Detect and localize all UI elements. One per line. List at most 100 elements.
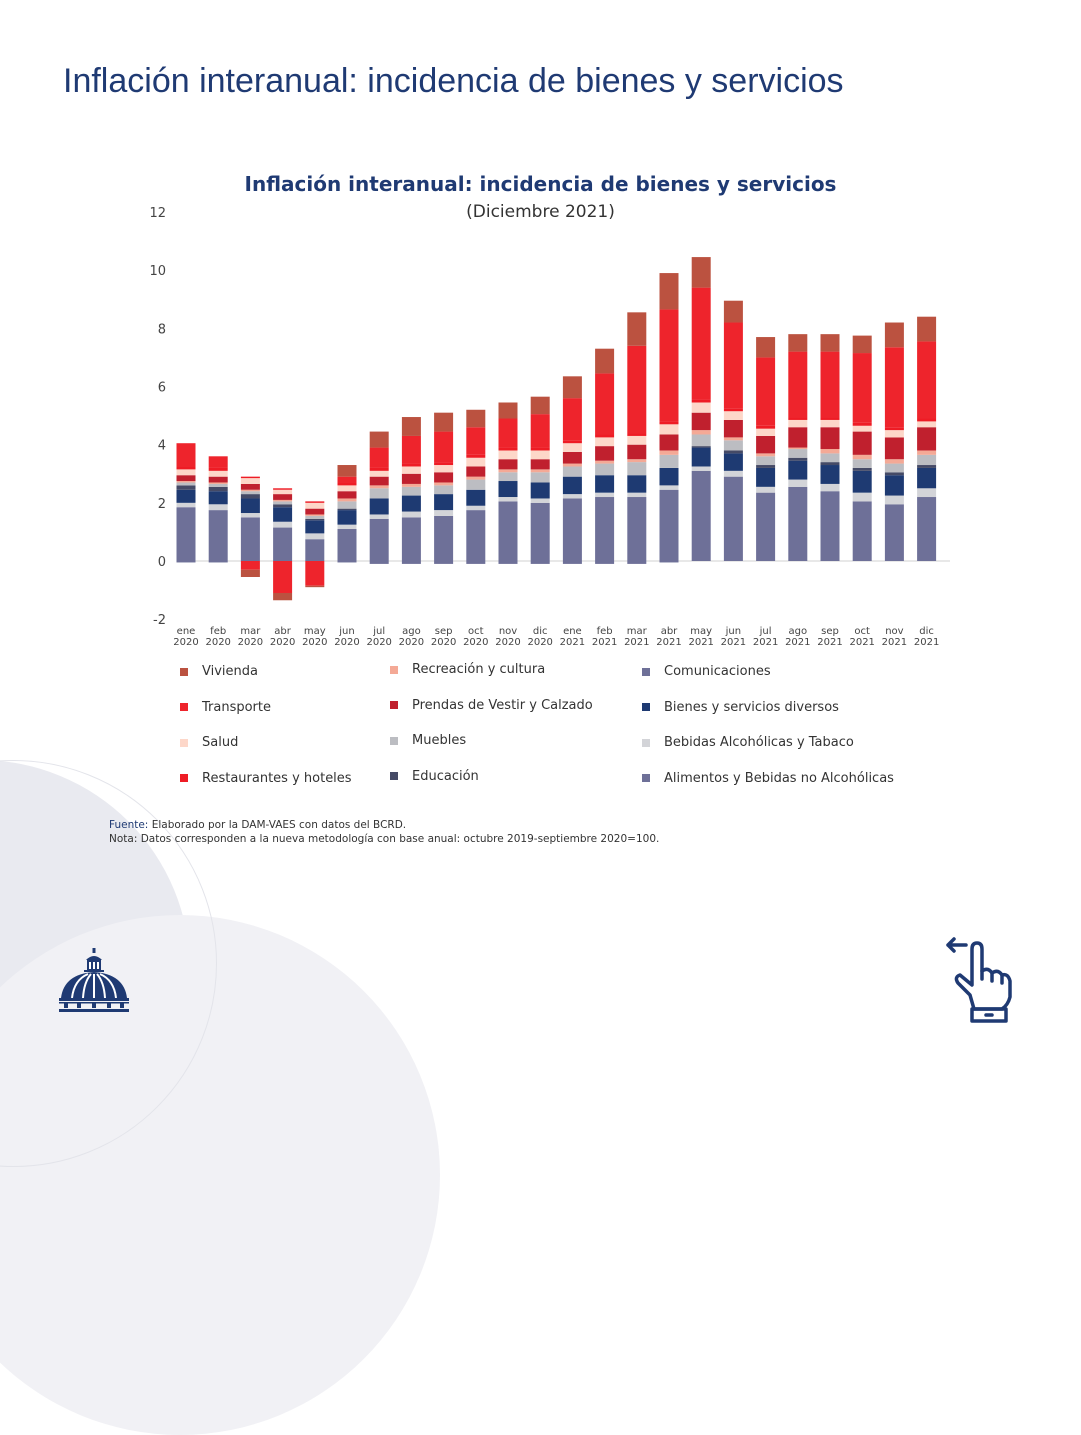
- bar-segment: [595, 460, 615, 464]
- bar-stack-sep-2020: [434, 412, 454, 564]
- y-tick-label: 2: [158, 497, 166, 512]
- bar-segment: [498, 418, 518, 448]
- bar-segment: [240, 498, 260, 514]
- bar-segment: [562, 398, 582, 441]
- bar-segment: [723, 437, 743, 441]
- bar-segment: [884, 430, 904, 438]
- bar-segment: [305, 539, 325, 561]
- bar-stack-ago-2021: [788, 334, 808, 561]
- x-tick-year: 2021: [914, 637, 939, 648]
- source-label: Fuente:: [109, 819, 149, 831]
- bar-segment: [659, 273, 679, 310]
- x-tick-month: ago: [789, 626, 808, 637]
- bar-segment: [884, 427, 904, 431]
- legend-swatch: [642, 703, 650, 711]
- bar-segment: [884, 437, 904, 460]
- bar-segment: [691, 447, 711, 467]
- swipe-left-hand-icon[interactable]: [942, 935, 1017, 1029]
- bar-segment: [369, 431, 389, 448]
- bar-segment: [208, 483, 228, 487]
- bar-segment: [691, 470, 711, 561]
- bar-segment: [659, 485, 679, 490]
- bar-segment: [820, 491, 840, 561]
- y-tick-label: 4: [158, 439, 166, 454]
- bar-segment: [466, 510, 486, 561]
- bar-segment: [240, 489, 260, 492]
- x-tick-month: nov: [499, 626, 517, 637]
- legend-item: Muebles: [390, 733, 466, 748]
- page-title: Inflación interanual: incidencia de bien…: [63, 62, 844, 100]
- bar-segment: [369, 485, 389, 489]
- bar-segment: [208, 504, 228, 511]
- bar-segment: [401, 417, 421, 436]
- bar-segment: [852, 492, 872, 502]
- y-tick-label: 6: [158, 381, 166, 396]
- bar-stack-ago-2020: [401, 417, 421, 564]
- legend-label: Transporte: [202, 699, 271, 715]
- bar-segment: [498, 561, 518, 564]
- bar-segment: [401, 466, 421, 474]
- bar-segment: [884, 472, 904, 476]
- bar-segment: [305, 520, 325, 534]
- bar-segment: [466, 489, 486, 506]
- bar-segment: [917, 465, 937, 468]
- bar-segment: [176, 489, 196, 503]
- bar-segment: [208, 470, 228, 477]
- bar-segment: [820, 465, 840, 484]
- bar-segment: [176, 481, 196, 483]
- x-tick-year: 2021: [688, 637, 713, 648]
- x-tick-month: ene: [563, 626, 582, 637]
- bar-stack-dic-2021: [917, 316, 937, 561]
- bar-stack-oct-2021: [852, 335, 872, 561]
- bar-segment: [820, 449, 840, 454]
- x-tick-year: 2021: [624, 637, 649, 648]
- bar-segment: [369, 561, 389, 564]
- bar-segment: [562, 498, 582, 561]
- legend-swatch: [390, 772, 398, 780]
- bar-segment: [434, 465, 454, 473]
- bar-segment: [820, 351, 840, 418]
- bar-segment: [659, 424, 679, 435]
- bar-segment: [691, 287, 711, 400]
- chart-subtitle: (Diciembre 2021): [466, 202, 615, 222]
- bar-segment: [756, 456, 776, 466]
- bar-segment: [273, 592, 293, 601]
- bar-segment: [434, 510, 454, 516]
- bar-stack-abr-2020: [273, 488, 293, 601]
- dome-logo-icon: [58, 948, 130, 1024]
- bar-segment: [369, 518, 389, 561]
- legend-swatch: [390, 736, 398, 745]
- bar-segment: [369, 476, 389, 486]
- bar-segment: [691, 257, 711, 288]
- bar-segment: [562, 476, 582, 495]
- bar-segment: [401, 495, 421, 512]
- bar-segment: [434, 494, 454, 511]
- bar-segment: [401, 517, 421, 561]
- legend-label: Muebles: [412, 733, 467, 748]
- bar-segment: [691, 446, 711, 448]
- bar-segment: [240, 491, 260, 495]
- bar-segment: [498, 447, 518, 451]
- x-tick-month: nov: [885, 626, 903, 637]
- bar-segment: [627, 492, 647, 498]
- bar-segment: [337, 508, 357, 511]
- bar-segment: [401, 561, 421, 564]
- bar-segment: [337, 485, 357, 492]
- bar-segment: [273, 527, 293, 561]
- x-tick-year: 2021: [753, 637, 778, 648]
- bar-segment: [723, 411, 743, 420]
- source-note: Fuente: Elaborado por la DAM-VAES con da…: [109, 818, 659, 846]
- bar-segment: [788, 351, 808, 418]
- bar-segment: [723, 453, 743, 471]
- x-tick-month: dic: [919, 626, 934, 637]
- bar-segment: [498, 402, 518, 419]
- legend-item: Vivienda: [180, 664, 258, 679]
- bar-segment: [723, 440, 743, 451]
- bar-segment: [756, 492, 776, 561]
- legend-label: Prendas de Vestir y Calzado: [412, 697, 593, 713]
- x-tick-month: oct: [468, 626, 484, 637]
- bar-segment: [852, 470, 872, 493]
- bar-segment: [369, 467, 389, 471]
- bar-segment: [176, 502, 196, 508]
- x-tick-month: jun: [725, 626, 741, 637]
